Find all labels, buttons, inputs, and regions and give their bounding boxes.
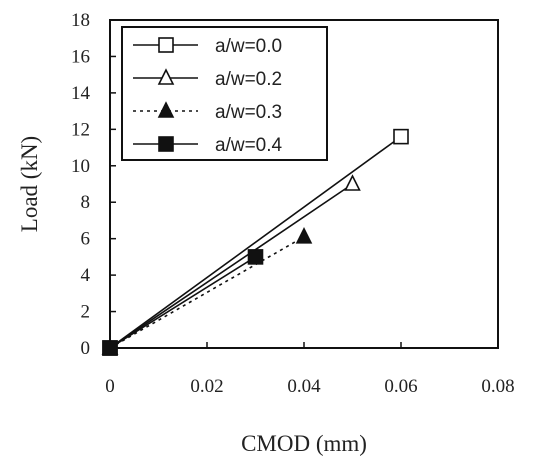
y-tick-label: 16 — [71, 46, 90, 67]
series-2-point — [344, 174, 361, 191]
y-tick-label: 6 — [81, 229, 91, 250]
legend-label-3: a/w=0.3 — [215, 102, 282, 123]
x-tick-label: 0.04 — [287, 376, 321, 397]
y-tick-group: 0 2 4 6 8 10 12 14 16 18 — [71, 10, 116, 359]
legend-marker-3 — [157, 101, 175, 118]
legend: a/w=0.0 a/w=0.2 a/w=0.3 a/w=0.4 — [121, 26, 328, 161]
x-axis-title: CMOD (mm) — [241, 431, 367, 456]
legend-box — [121, 26, 328, 161]
legend-label-2: a/w=0.2 — [215, 69, 282, 90]
y-tick-label: 4 — [81, 265, 91, 286]
series-line-2 — [109, 183, 353, 349]
x-tick-group: 0 0.02 0.04 0.06 0.08 — [105, 342, 515, 397]
legend-marker-2 — [157, 68, 175, 85]
series-line-3 — [109, 236, 305, 349]
x-tick-label: 0.08 — [481, 376, 514, 397]
legend-label-4: a/w=0.4 — [215, 135, 283, 156]
series-1-point — [393, 128, 409, 145]
y-tick-label: 10 — [71, 156, 90, 177]
y-tick-label: 8 — [81, 192, 91, 213]
y-tick-label: 2 — [81, 302, 91, 323]
y-tick-label: 14 — [71, 83, 91, 104]
y-tick-label: 0 — [81, 338, 91, 359]
series-line-group — [109, 135, 402, 349]
y-tick-label: 18 — [71, 10, 90, 31]
legend-label-1: a/w=0.0 — [215, 36, 282, 57]
series-marker-group — [101, 128, 409, 356]
series-line-1 — [109, 135, 402, 349]
legend-marker-4 — [158, 136, 174, 152]
series-3-point — [295, 227, 313, 244]
series-4-point — [102, 340, 118, 356]
y-tick-label: 12 — [71, 119, 90, 140]
series-line-4 — [109, 256, 256, 349]
x-tick-label: 0.06 — [384, 376, 417, 397]
x-tick-label: 0 — [105, 376, 115, 397]
legend-marker-1 — [158, 37, 174, 53]
series-4-point — [247, 249, 264, 265]
x-tick-label: 0.02 — [190, 376, 223, 397]
y-axis-title: Load (kN) — [17, 136, 42, 232]
